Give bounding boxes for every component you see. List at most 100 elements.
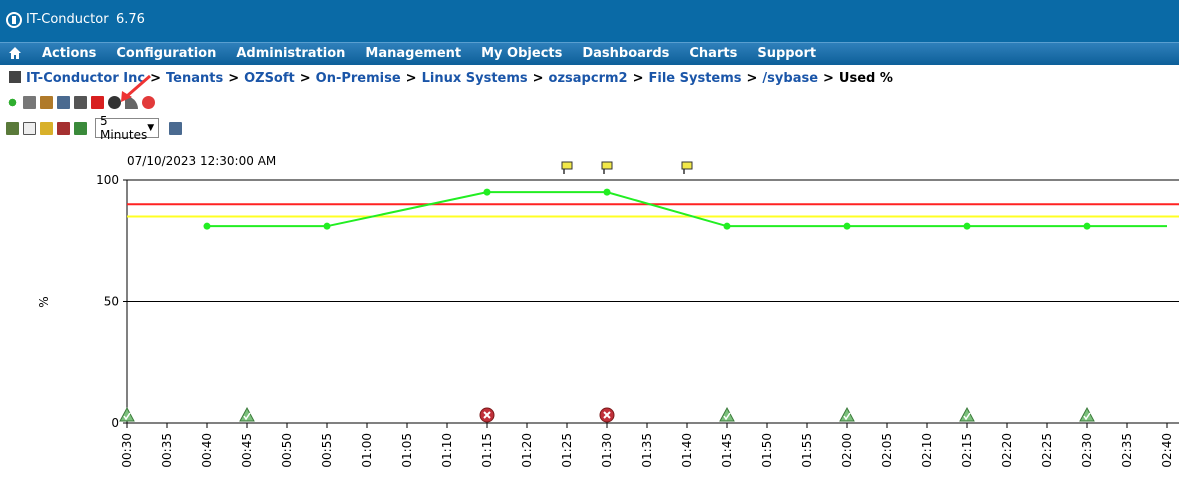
x-tick-label: 01:15 — [480, 433, 494, 468]
x-tick-label: 00:35 — [160, 433, 174, 468]
menu-bar: Actions Configuration Administration Man… — [0, 42, 1179, 65]
x-tick-label: 02:20 — [1000, 433, 1014, 468]
x-tick-label: 02:05 — [880, 433, 894, 468]
ok-check-mark — [123, 412, 131, 421]
ok-status-icon — [239, 406, 255, 422]
chart-edit-icon[interactable] — [40, 95, 53, 109]
menu-configuration[interactable]: Configuration — [116, 46, 217, 61]
data-point — [1083, 222, 1091, 230]
app-title: IT-Conductor — [26, 12, 109, 27]
x-tick-label: 00:50 — [280, 433, 294, 468]
breadcrumb-ozsoft[interactable]: OZSoft — [244, 71, 295, 86]
x-tick-label: 01:20 — [520, 433, 534, 468]
critical-x-mark — [483, 411, 491, 419]
series-line — [207, 191, 1167, 228]
data-point — [963, 222, 971, 230]
menu-support[interactable]: Support — [757, 46, 817, 61]
document-icon[interactable] — [23, 121, 36, 135]
trash-icon[interactable] — [23, 95, 36, 109]
breadcrumb-file-systems[interactable]: File Systems — [648, 71, 742, 86]
x-tick-label: 01:25 — [560, 433, 574, 468]
app-logo-icon — [6, 12, 22, 28]
critical-x-mark — [603, 411, 611, 419]
y-axis-label: % — [37, 296, 51, 307]
x-tick-label: 01:00 — [360, 433, 374, 468]
y-tick-label: 0 — [111, 416, 119, 430]
ok-status-icon — [719, 406, 735, 422]
object-toolbar — [6, 94, 155, 110]
data-point — [603, 188, 611, 196]
data-point — [723, 222, 731, 230]
building-icon[interactable] — [169, 121, 182, 135]
x-tick-label: 02:40 — [1160, 433, 1174, 468]
x-tick-label: 01:10 — [440, 433, 454, 468]
x-tick-label: 01:40 — [680, 433, 694, 468]
interval-value: 5 Minutes — [100, 114, 148, 142]
x-tick-label: 00:45 — [240, 433, 254, 468]
menu-administration[interactable]: Administration — [236, 46, 346, 61]
x-tick-label: 01:05 — [400, 433, 414, 468]
ok-status-icon — [839, 406, 855, 422]
x-tick-label: 01:45 — [720, 433, 734, 468]
refresh-icon[interactable] — [6, 95, 19, 109]
edit-icon[interactable] — [40, 121, 53, 135]
chart-area: 07/10/2023 12:30:00 AM% 0 50 100 00:30 00:35 0… — [0, 150, 1179, 492]
company-icon — [9, 71, 21, 83]
breadcrumb-on-premise[interactable]: On-Premise — [315, 71, 401, 86]
menu-dashboards[interactable]: Dashboards — [582, 46, 670, 61]
pin-icon[interactable] — [142, 95, 155, 109]
breadcrumb-tenants[interactable]: Tenants — [165, 71, 224, 86]
building-icon[interactable] — [57, 95, 70, 109]
x-tick-label: 01:35 — [640, 433, 654, 468]
breadcrumb-sybase[interactable]: /sybase — [762, 71, 819, 86]
event-flag-icon — [561, 161, 573, 170]
chevron-down-icon: ▼ — [147, 123, 155, 133]
breadcrumb-linux-systems[interactable]: Linux Systems — [421, 71, 528, 86]
x-tick-label: 00:40 — [200, 433, 214, 468]
data-point — [843, 222, 851, 230]
menu-items: Actions Configuration Administration Man… — [42, 46, 836, 61]
breadcrumb-company[interactable]: IT-Conductor Inc — [26, 71, 146, 86]
x-tick-label: 02:35 — [1120, 433, 1134, 468]
signal-icon[interactable] — [125, 95, 138, 109]
x-tick-label: 01:55 — [800, 433, 814, 468]
chart-timestamp: 07/10/2023 12:30:00 AM — [127, 154, 276, 168]
export-icon[interactable] — [74, 121, 87, 135]
report-icon[interactable] — [57, 121, 70, 135]
y-tick-label: 100 — [96, 173, 119, 187]
event-flag-icon — [601, 161, 613, 170]
app-header: IT-Conductor 6.76 — [0, 0, 1179, 42]
breadcrumb-current: Used % — [838, 71, 893, 86]
alert-icon[interactable] — [91, 95, 104, 109]
x-tick-label: 02:25 — [1040, 433, 1054, 468]
line-chart: 07/10/2023 12:30:00 AM% 0 50 100 00:30 00:35 0… — [37, 154, 1179, 468]
menu-actions[interactable]: Actions — [42, 46, 97, 61]
menu-charts[interactable]: Charts — [689, 46, 738, 61]
ok-check-mark — [723, 412, 731, 421]
x-tick-label: 02:30 — [1080, 433, 1094, 468]
hierarchy-icon[interactable] — [6, 121, 19, 135]
ok-status-icon — [1079, 406, 1095, 422]
home-icon[interactable] — [9, 47, 21, 59]
x-tick-label: 02:00 — [840, 433, 854, 468]
menu-my-objects[interactable]: My Objects — [481, 46, 563, 61]
data-point — [203, 222, 211, 230]
gears-icon[interactable] — [108, 95, 121, 109]
x-tick-label: 02:10 — [920, 433, 934, 468]
y-tick-label: 50 — [104, 295, 119, 309]
properties-icon[interactable] — [74, 95, 87, 109]
interval-select[interactable]: 5 Minutes ▼ — [95, 114, 159, 142]
data-point — [483, 188, 491, 196]
data-point — [323, 222, 331, 230]
event-flag-icon — [681, 161, 693, 170]
ok-check-mark — [963, 412, 971, 421]
breadcrumb-host[interactable]: ozsapcrm2 — [548, 71, 628, 86]
breadcrumb: IT-Conductor Inc > Tenants > OZSoft > On-Premi… — [9, 71, 893, 86]
x-tick-label: 01:30 — [600, 433, 614, 468]
ok-check-mark — [843, 412, 851, 421]
ok-status-icon — [959, 406, 975, 422]
ok-status-icon — [119, 406, 135, 422]
menu-management[interactable]: Management — [365, 46, 462, 61]
ok-check-mark — [243, 412, 251, 421]
x-tick-label: 00:55 — [320, 433, 334, 468]
